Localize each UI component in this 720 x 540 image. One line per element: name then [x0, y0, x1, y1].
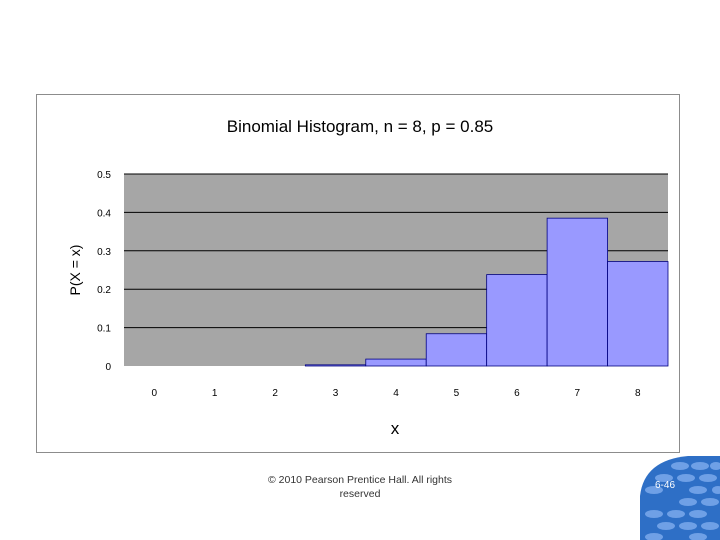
y-tick-label: 0.4 [97, 208, 111, 219]
y-tick-label: 0.3 [97, 247, 111, 258]
histogram-chart: Binomial Histogram, n = 8, p = 0.85 0 0.1… [67, 117, 669, 438]
copyright-line-1: © 2010 Pearson Prentice Hall. All rights [268, 474, 452, 486]
y-axis-label: P(X = x) [67, 245, 83, 296]
y-tick-label: 0.2 [97, 285, 111, 296]
histogram-bar-3 [304, 364, 367, 367]
x-tick-label: 5 [454, 388, 460, 399]
x-tick-label: 6 [514, 388, 520, 399]
y-tick-label: 0 [105, 362, 111, 373]
histogram-bar-7 [546, 217, 608, 367]
x-tick-label: 4 [393, 388, 399, 399]
histogram-bar-8 [607, 261, 669, 367]
x-tick-label: 2 [272, 388, 278, 399]
y-tick-label: 0.5 [97, 170, 111, 181]
histogram-bar-6 [486, 274, 548, 367]
slide-number-badge [640, 456, 720, 540]
chart-title: Binomial Histogram, n = 8, p = 0.85 [227, 117, 493, 136]
x-tick-label: 3 [333, 388, 339, 399]
x-tick-label: 0 [151, 388, 157, 399]
x-tick-label: 1 [212, 388, 218, 399]
chart-frame: Binomial Histogram, n = 8, p = 0.85 0 0.1… [36, 94, 680, 453]
x-tick-label: 8 [635, 388, 641, 399]
histogram-bar-4 [365, 358, 427, 367]
copyright-line-2: reserved [339, 488, 381, 500]
histogram-bar-5 [425, 333, 488, 367]
copyright-notice: © 2010 Pearson Prentice Hall. All rights… [250, 473, 470, 501]
x-axis-label: x [391, 419, 400, 438]
slide-number: 6-46 [654, 480, 675, 491]
y-tick-label: 0.1 [97, 324, 111, 335]
x-tick-label: 7 [575, 388, 581, 399]
